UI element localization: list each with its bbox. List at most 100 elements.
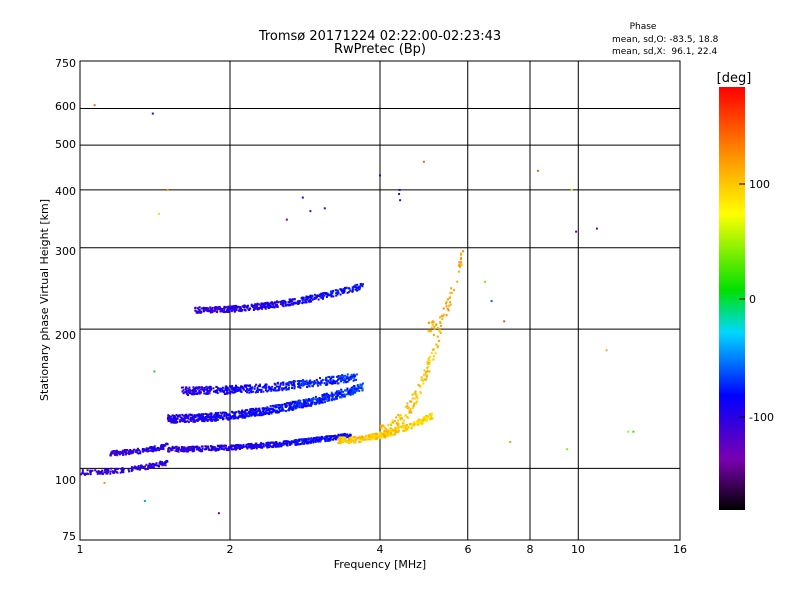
data-point [311,402,314,405]
data-point [241,305,244,308]
data-point [421,420,424,423]
y-tick-label: 75 [62,530,76,543]
data-point [252,390,255,393]
data-point [223,393,226,395]
data-point [182,386,185,389]
x-tick-label: 4 [377,543,384,556]
data-point [198,413,201,416]
data-point [109,452,112,455]
data-point [109,454,112,457]
data-point [221,386,224,389]
data-point [304,399,307,402]
data-point [147,448,150,451]
data-point [339,293,342,296]
data-point [258,303,261,306]
data-point [298,443,300,446]
data-point [244,409,247,412]
data-point [153,445,156,448]
data-point [111,452,114,455]
data-point [354,378,357,381]
data-point [343,439,346,442]
data-point [206,308,209,311]
stats-line-o: mean, sd,O: -83.5, 18.8 [612,35,719,45]
data-point [224,444,226,447]
data-point [185,386,188,389]
data-point [274,444,276,447]
x-axis-ticks: 1 2 4 6 8 10 16 [77,543,688,556]
data-point [566,448,569,451]
data-point [380,432,383,435]
data-point [354,387,357,390]
data-point [324,439,327,442]
data-point [458,261,461,264]
data-point [379,424,382,427]
data-point [154,449,157,452]
data-point [160,446,163,449]
data-point [217,416,220,419]
data-point [245,414,248,417]
data-point [236,444,239,446]
data-point [209,308,212,311]
data-point [341,393,343,396]
data-point [204,418,207,421]
data-point [151,447,154,450]
data-point [262,410,265,413]
data-point [226,392,229,395]
data-point [306,404,309,407]
data-point [305,301,308,304]
data-point [223,414,226,416]
data-point [349,377,352,380]
data-point [436,335,439,338]
data-point [351,290,354,293]
data-point [194,386,197,389]
data-point [157,464,160,467]
data-point [459,265,461,268]
data-point [267,413,270,415]
data-point [286,442,288,445]
data-point [261,442,264,445]
data-point [349,434,352,436]
data-point [227,417,230,420]
data-point [293,298,296,301]
data-point [155,447,158,450]
data-point [219,310,222,313]
data-point [354,391,356,394]
data-point [221,307,224,310]
data-point [251,445,254,448]
data-point [293,386,296,389]
data-point [226,310,229,313]
data-point [210,449,213,452]
data-point [302,441,305,444]
data-point [320,401,323,404]
data-point [318,400,320,403]
data-point [423,378,426,381]
data-point [233,387,236,390]
data-point [186,420,189,423]
data-point [177,448,180,450]
data-point [373,437,376,440]
data-point [267,409,270,412]
data-point [341,374,344,377]
data-point [184,414,187,417]
data-point [330,394,333,397]
data-point [249,384,251,387]
data-point [122,471,125,474]
data-point [312,439,315,442]
data-point [358,287,361,290]
data-point [231,390,233,393]
data-point [294,443,297,445]
data-point [346,387,349,390]
data-point [291,298,294,301]
data-point [340,396,343,399]
data-point [224,447,227,449]
data-point [275,304,278,307]
data-point [421,379,424,382]
data-point [198,311,201,314]
data-point [267,442,270,445]
data-point [109,470,112,473]
data-point [292,440,295,443]
data-point [401,422,404,425]
data-point [274,301,277,304]
data-point [134,450,137,453]
data-point [230,447,233,449]
